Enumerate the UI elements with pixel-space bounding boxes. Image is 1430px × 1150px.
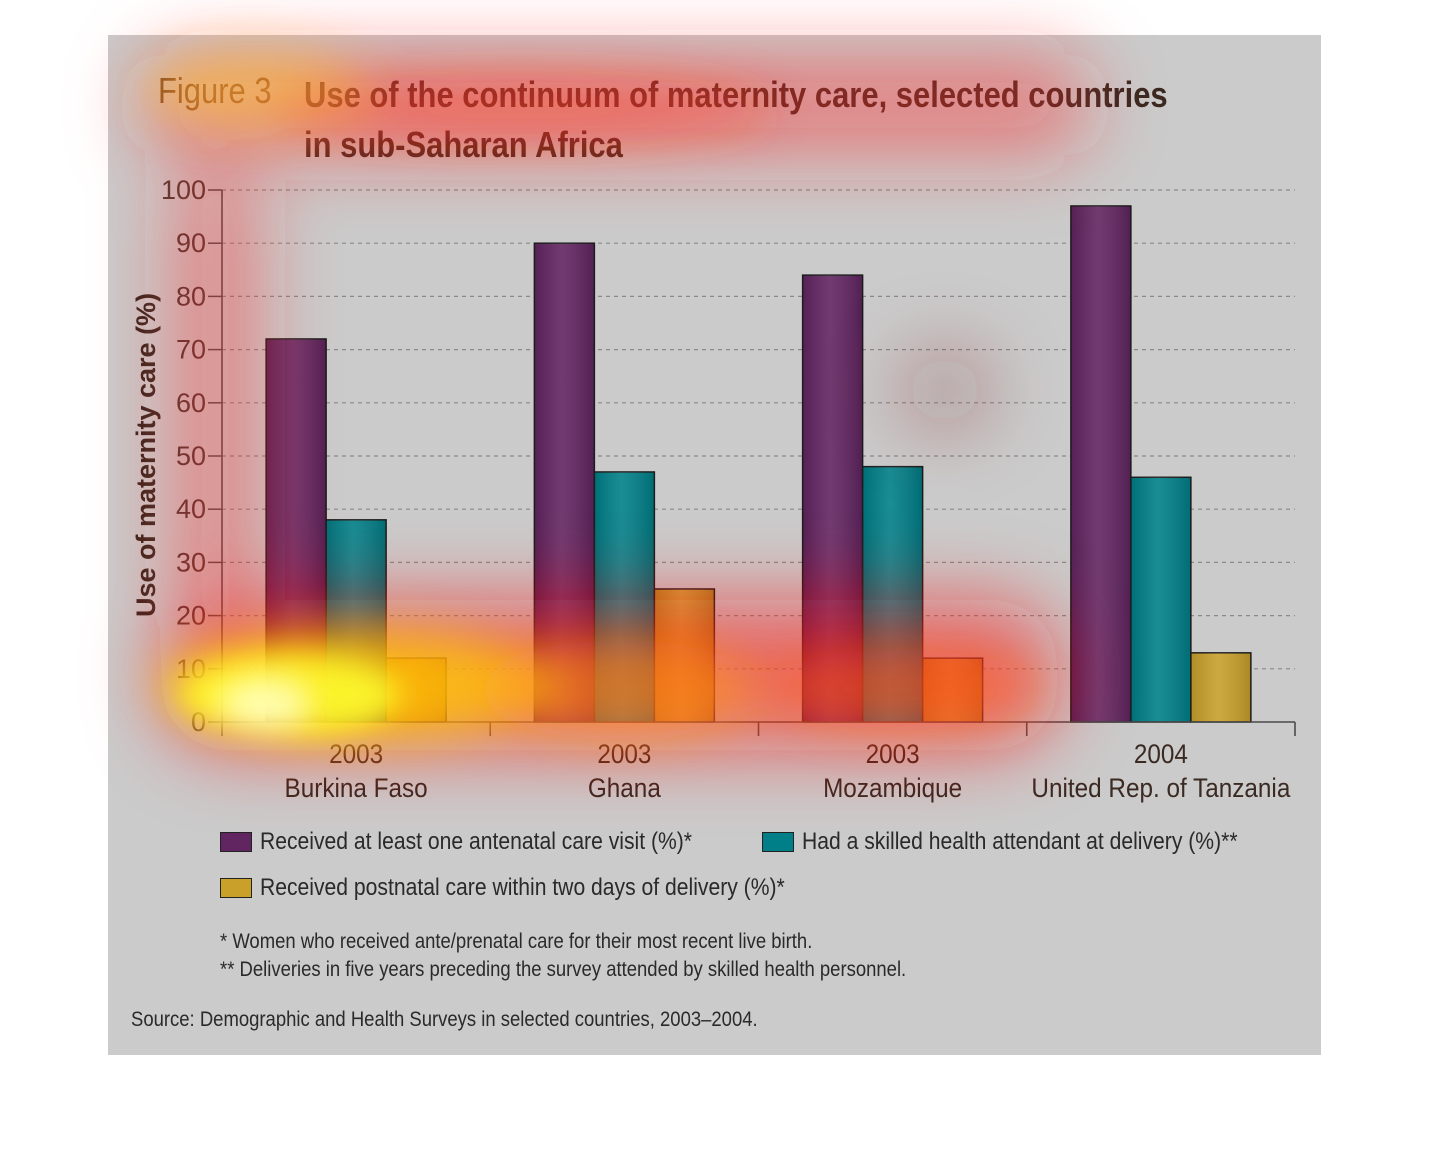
footnote-antenatal: * Women who received ante/prenatal care … — [220, 930, 813, 953]
y-tick-label-60: 60 — [176, 388, 206, 418]
y-tick-label-40: 40 — [176, 494, 206, 524]
bar-shading-2-1 — [862, 466, 923, 722]
y-tick-label-50: 50 — [176, 441, 206, 471]
x-tick-label-year-1: 2003 — [597, 739, 651, 769]
legend-item-postnatal: Received postnatal care within two days … — [220, 873, 856, 903]
x-tick-label-year-3: 2004 — [1134, 739, 1188, 769]
x-tick-label-year-0: 2003 — [329, 739, 383, 769]
source-note: Source: Demographic and Health Surveys i… — [131, 1008, 758, 1031]
x-tick-label-country-0: Burkina Faso — [285, 773, 428, 803]
x-tick-label-country-3: United Rep. of Tanzania — [1031, 773, 1291, 803]
legend-swatch-skilled-attendant — [762, 832, 794, 852]
y-tick-label-0: 0 — [191, 707, 206, 737]
y-tick-label-20: 20 — [176, 601, 206, 631]
bar-shading-2-0 — [802, 275, 863, 722]
y-axis-label: Use of maternity care (%) — [131, 293, 161, 617]
legend-item-antenatal: Received at least one antenatal care vis… — [220, 827, 751, 857]
x-tick-label-country-1: Ghana — [588, 773, 662, 803]
bar-shading-0-2 — [386, 658, 447, 722]
bars — [265, 205, 1252, 723]
y-tick-label-10: 10 — [176, 654, 206, 684]
bar-shading-3-1 — [1130, 477, 1191, 722]
bar-shading-1-2 — [654, 589, 715, 722]
bar-shading-0-0 — [266, 338, 327, 722]
x-tick-label-year-2: 2003 — [866, 739, 920, 769]
y-tick-label-30: 30 — [176, 547, 206, 577]
x-tick-label-country-2: Mozambique — [823, 773, 962, 803]
y-tick-label-80: 80 — [176, 281, 206, 311]
bar-shading-1-0 — [534, 243, 595, 722]
legend-swatch-postnatal — [220, 878, 252, 898]
y-tick-label-70: 70 — [176, 335, 206, 365]
legend-item-skilled-attendant: Had a skilled health attendant at delive… — [762, 827, 1297, 857]
bar-shading-2-2 — [922, 658, 983, 722]
legend-label-postnatal: Received postnatal care within two days … — [260, 874, 785, 901]
bar-shading-1-1 — [594, 471, 655, 722]
legend-swatch-antenatal — [220, 832, 252, 852]
y-tick-label-100: 100 — [161, 175, 206, 205]
footnote-skilled-attendant: ** Deliveries in five years preceding th… — [220, 958, 907, 981]
bar-shading-3-0 — [1070, 205, 1131, 722]
bar-shading-0-1 — [326, 519, 387, 722]
y-tick-label-90: 90 — [176, 228, 206, 258]
legend-label-antenatal: Received at least one antenatal care vis… — [260, 828, 693, 855]
legend-label-skilled-attendant: Had a skilled health attendant at delive… — [802, 828, 1238, 855]
bar-shading-3-2 — [1190, 652, 1251, 722]
